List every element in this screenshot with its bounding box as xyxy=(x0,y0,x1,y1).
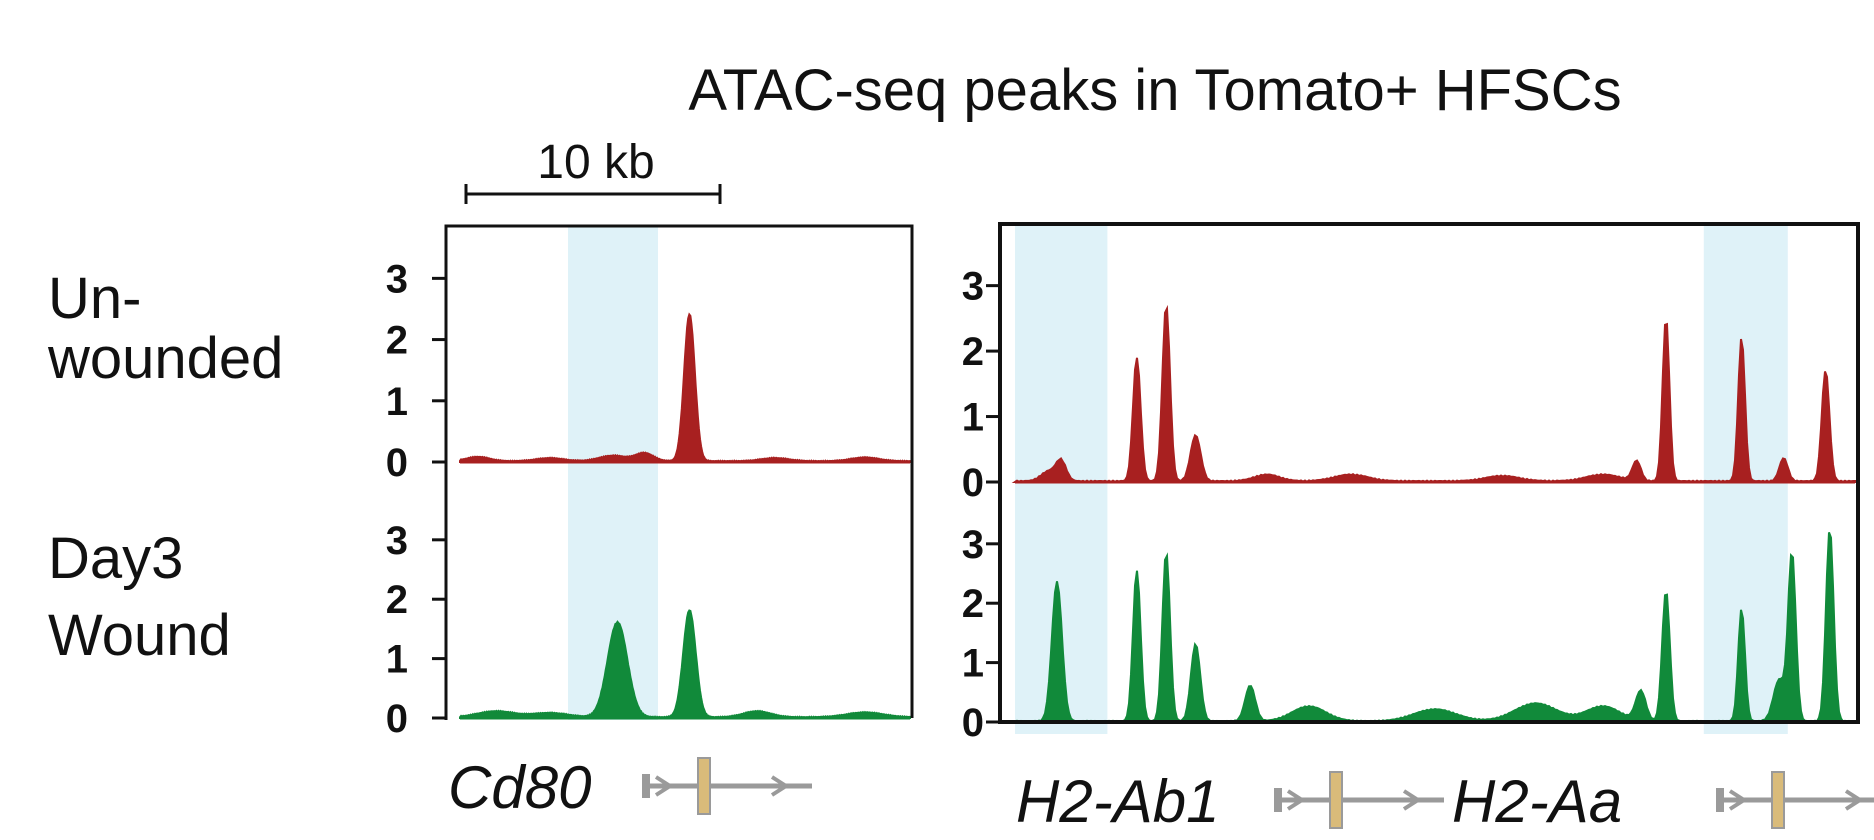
y-tick-label: 1 xyxy=(386,380,408,424)
gene-arrow xyxy=(1728,789,1748,811)
gene-exon xyxy=(1771,771,1785,829)
y-tick-label: 3 xyxy=(386,519,408,563)
gene-arrow xyxy=(1844,789,1864,811)
gene-model xyxy=(1716,771,1874,829)
y-tick-label: 1 xyxy=(386,638,408,682)
y-tick-label: 1 xyxy=(962,396,984,440)
gene-arrow xyxy=(1286,789,1306,811)
y-tick-label: 2 xyxy=(962,330,984,374)
y-tick-label: 1 xyxy=(962,642,984,686)
row-label-day3: Day3 Wound xyxy=(48,526,231,668)
row-label-line: Wound xyxy=(48,603,231,668)
gene-exon xyxy=(697,757,711,815)
gene-arrow xyxy=(1402,789,1422,811)
y-tick-label: 3 xyxy=(386,257,408,301)
panels: 0 1 2 3 0 1 2 3 Cd80 0 1 2 3 0 1 2 3 H2-Ab1 H2-Aa xyxy=(386,222,1874,835)
y-tick-label: 2 xyxy=(962,582,984,626)
y-tick-label: 0 xyxy=(386,697,408,741)
gene-exon xyxy=(1329,771,1343,829)
y-tick-label: 0 xyxy=(386,441,408,485)
panel-frame xyxy=(998,222,1860,724)
chart-title: ATAC-seq peaks in Tomato+ HFSCs xyxy=(688,58,1621,123)
y-tick-label: 3 xyxy=(962,265,984,309)
gene-model xyxy=(1274,771,1444,829)
row-label-line: Day3 xyxy=(48,526,183,591)
y-tick-label: 3 xyxy=(962,523,984,567)
scale-bar-label: 10 kb xyxy=(537,136,654,189)
track-unwounded xyxy=(459,312,911,464)
panel-h2: 0 1 2 3 0 1 2 3 H2-Ab1 H2-Aa xyxy=(962,222,1874,835)
scale-bar: 10 kb xyxy=(464,136,722,204)
gene-arrow xyxy=(770,775,790,797)
gene-arrow xyxy=(654,775,674,797)
gene-label: H2-Ab1 xyxy=(1016,768,1219,835)
row-label-line: wounded xyxy=(47,326,283,391)
gene-label: H2-Aa xyxy=(1452,768,1622,835)
row-label-unwounded: Un- wounded xyxy=(47,266,283,391)
y-tick-label: 2 xyxy=(386,578,408,622)
row-label-line: Un- xyxy=(48,266,141,331)
y-tick-label: 0 xyxy=(962,701,984,745)
panel-frame xyxy=(444,224,914,720)
gene-model xyxy=(642,757,812,815)
track-day3 xyxy=(459,609,911,720)
y-tick-label: 2 xyxy=(386,319,408,363)
gene-label: Cd80 xyxy=(448,754,591,821)
y-tick-label: 0 xyxy=(962,461,984,505)
panel-cd80: 0 1 2 3 0 1 2 3 Cd80 xyxy=(386,224,914,821)
